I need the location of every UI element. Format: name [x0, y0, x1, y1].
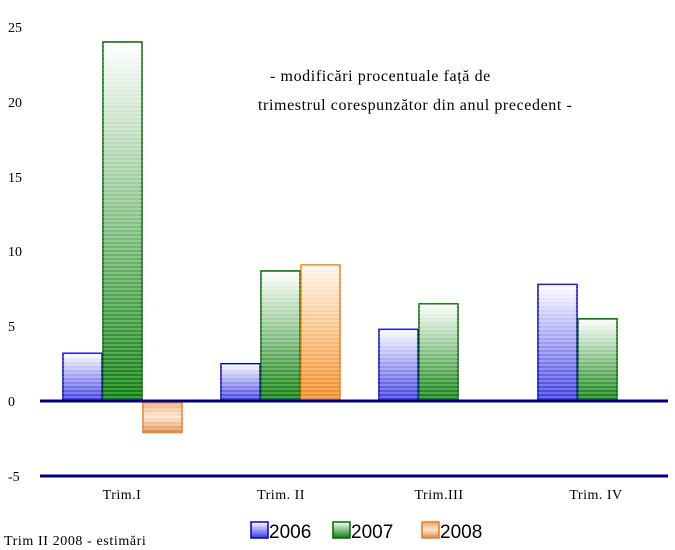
bars-group	[62, 41, 618, 434]
y-axis-tick-labels: 25 20 15 10 5 0 -5	[8, 21, 22, 485]
category-label-trim-iii: Trim.III	[415, 488, 464, 503]
bar-stripe-overlay	[301, 264, 340, 402]
y-tick-label: -5	[8, 470, 20, 485]
bar-stripe-overlay	[261, 270, 300, 402]
y-tick-label: 5	[8, 320, 15, 335]
bar-stripe-overlay	[578, 318, 617, 402]
annotation: - modificări procentuale față de trimest…	[258, 68, 572, 114]
bar-stripe-overlay	[538, 284, 577, 402]
y-tick-label: 0	[8, 395, 15, 410]
legend-swatch-2006	[250, 521, 269, 539]
y-tick-label: 10	[8, 245, 22, 260]
category-label-trim-i: Trim.I	[103, 488, 142, 503]
bar-stripe-overlay	[419, 303, 458, 402]
bar-stripe-overlay	[103, 41, 142, 402]
bar-stripe-overlay	[221, 363, 260, 402]
y-tick-label: 25	[8, 21, 22, 36]
legend-swatch-2008	[421, 521, 440, 539]
x-axis-category-labels: Trim.I Trim. II Trim.III Trim. IV	[103, 488, 622, 503]
annotation-line-1: - modificări procentuale față de	[270, 68, 491, 85]
bar-stripe-overlay	[143, 401, 182, 433]
y-tick-label: 15	[8, 171, 22, 186]
annotation-line-2: trimestrul corespunzător din anul preced…	[258, 97, 572, 114]
legend-label-2007: 2007	[351, 522, 393, 543]
y-tick-label: 20	[8, 96, 22, 111]
bar-stripe-overlay	[379, 329, 418, 402]
bar-stripe-overlay	[63, 353, 102, 402]
legend: 2006 2007 2008	[250, 521, 482, 543]
category-label-trim-iv: Trim. IV	[569, 488, 622, 503]
legend-label-2006: 2006	[269, 522, 311, 543]
category-label-trim-ii: Trim. II	[257, 488, 305, 503]
footnote: Trim II 2008 - estimări	[4, 534, 146, 549]
legend-label-2008: 2008	[440, 522, 482, 543]
legend-swatch-2007	[332, 521, 351, 539]
